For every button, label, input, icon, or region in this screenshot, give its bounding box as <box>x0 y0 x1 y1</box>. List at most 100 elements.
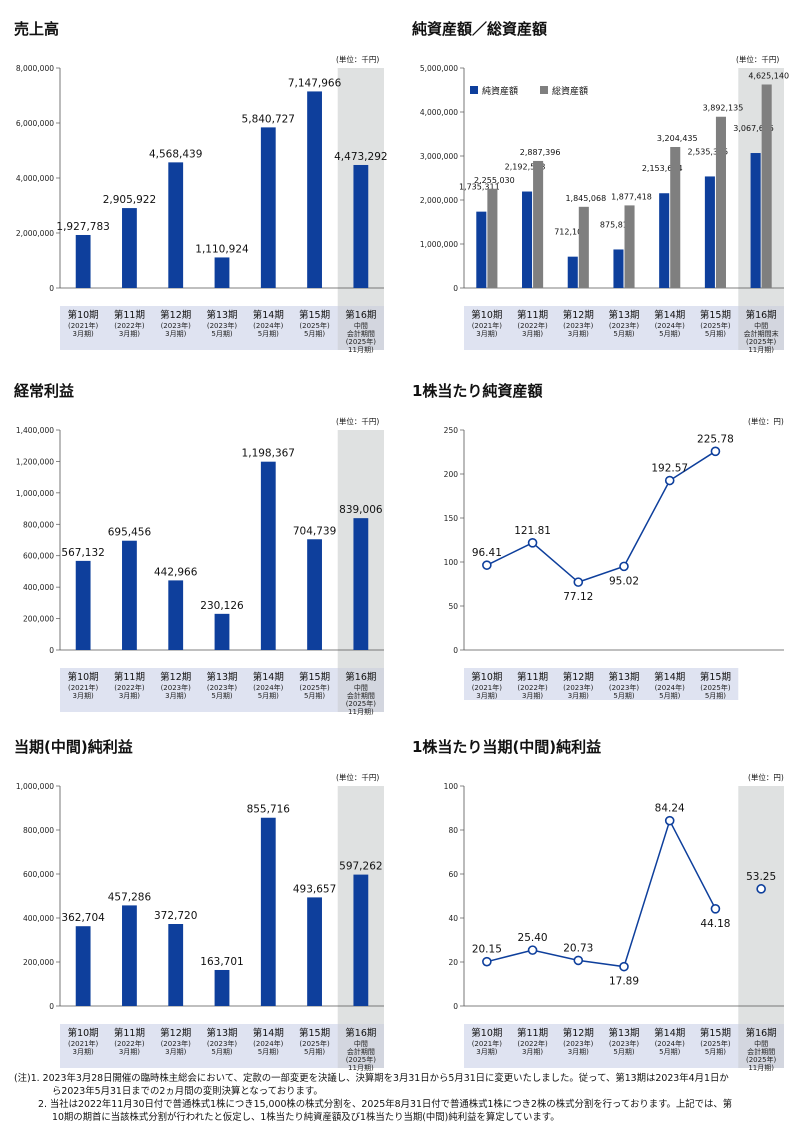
category-sublabel: (2025年) <box>299 683 330 692</box>
series-line <box>486 450 716 583</box>
category-band <box>60 1024 384 1068</box>
data-label: 567,132 <box>61 547 104 559</box>
category-label: 第16期 <box>746 309 777 321</box>
highlight-band <box>738 306 784 350</box>
data-point <box>482 956 492 967</box>
category-sublabel: (2023年) <box>161 683 192 692</box>
category-sublabel: 5月期) <box>258 692 279 700</box>
data-label: 1,877,418 <box>611 192 652 201</box>
category-label: 第15期 <box>700 671 731 683</box>
unit-label: (単位：千円) <box>736 55 780 64</box>
data-label: 4,625,140 <box>748 71 789 80</box>
category-sublabel: 11月期) <box>748 1064 774 1072</box>
chart-title: 売上高 <box>14 20 60 38</box>
y-tick-label: 50 <box>448 602 458 611</box>
category-sublabel: (2024年) <box>253 1039 284 1048</box>
series-line <box>486 818 717 968</box>
category-sublabel: 会計期間 <box>347 329 375 338</box>
bar-net-assets <box>613 249 624 288</box>
unit-label: (単位：千円) <box>336 55 380 64</box>
data-label: 695,456 <box>108 527 152 539</box>
category-label: 第14期 <box>654 671 685 683</box>
bar <box>214 257 230 288</box>
data-label: 77.12 <box>563 591 593 603</box>
data-point <box>482 560 492 570</box>
bar-net-assets <box>522 191 533 288</box>
category-sublabel: 3月期) <box>568 330 589 338</box>
y-tick-label: 0 <box>49 284 54 293</box>
bar <box>75 926 91 1006</box>
bar-net-assets <box>659 193 670 288</box>
category-sublabel: (2024年) <box>655 683 686 692</box>
category-sublabel: 11月期) <box>748 346 774 354</box>
y-tick-label: 80 <box>448 826 458 835</box>
unit-label: (単位：千円) <box>336 417 380 426</box>
category-sublabel: (2024年) <box>253 321 284 330</box>
bar-total-assets <box>715 116 726 288</box>
footnote-line: 10期の期首に当該株式分割が行われたと仮定し、1株当たり純資産額及び1株当たり当… <box>52 1112 560 1123</box>
category-sublabel: (2021年) <box>472 683 503 692</box>
data-label: 704,739 <box>293 525 336 537</box>
data-label: 163,701 <box>200 956 243 968</box>
category-band <box>60 668 384 712</box>
data-label: 95.02 <box>609 575 639 587</box>
category-sublabel: (2022年) <box>114 321 145 330</box>
data-point <box>664 815 675 826</box>
unit-label: (単位：円) <box>748 773 784 782</box>
category-sublabel: (2025年) <box>346 1055 377 1064</box>
highlight-band <box>337 306 384 350</box>
data-label: 4,568,439 <box>149 148 202 160</box>
chart-canvas: 050100150200250第10期(2021年)3月期)第11期(2022年… <box>444 426 784 700</box>
bar-total-assets <box>578 206 589 288</box>
data-label: 1,845,068 <box>565 194 606 203</box>
data-point <box>710 904 721 914</box>
category-sublabel: (2023年) <box>207 321 238 330</box>
data-point <box>710 446 721 457</box>
category-sublabel: 5月期) <box>705 692 726 700</box>
data-label: 875,810 <box>600 220 633 229</box>
data-label: 7,147,966 <box>288 77 342 89</box>
category-sublabel: (2022年) <box>517 683 548 692</box>
data-label: 2,887,396 <box>520 148 561 157</box>
category-sublabel: 3月期) <box>568 692 589 700</box>
data-label: 5,840,727 <box>242 113 295 125</box>
category-label: 第14期 <box>253 1027 284 1039</box>
category-sublabel: 5月期) <box>304 330 325 338</box>
category-sublabel: (2025年) <box>700 683 731 692</box>
category-sublabel: 5月期) <box>258 1048 279 1056</box>
category-sublabel: 会計期間末 <box>744 329 779 338</box>
category-label: 第10期 <box>471 1027 502 1039</box>
bar <box>122 540 137 650</box>
category-sublabel: (2025年) <box>746 337 777 346</box>
y-tick-label: 400,000 <box>23 914 54 923</box>
data-label: 1,110,924 <box>195 243 249 255</box>
bar-net-assets <box>704 176 715 288</box>
sales-chart: 売上高 (単位：千円) 0 2,000,000 4,000,000 6,000,000… <box>14 18 388 356</box>
data-point <box>573 577 584 587</box>
y-tick-label: 100 <box>444 558 459 567</box>
category-sublabel: 3月期) <box>73 330 94 338</box>
data-label: 25.40 <box>518 932 548 944</box>
chart-title: 当期(中間)純利益 <box>14 738 133 756</box>
category-label: 第11期 <box>114 671 145 683</box>
category-sublabel: 3月期) <box>522 692 543 700</box>
bar <box>307 539 322 650</box>
category-label: 第15期 <box>299 671 330 683</box>
y-tick-label: 100 <box>444 782 459 791</box>
y-tick-label: 0 <box>49 1002 54 1011</box>
category-sublabel: (2023年) <box>207 1039 238 1048</box>
category-sublabel: 3月期) <box>119 330 140 338</box>
highlight-column <box>738 786 784 1068</box>
y-tick-label: 8,000,000 <box>16 64 54 73</box>
bar <box>307 897 322 1006</box>
category-label: 第15期 <box>700 309 731 321</box>
category-sublabel: 5月期) <box>258 330 279 338</box>
category-label: 第14期 <box>253 671 284 683</box>
category-label: 第16期 <box>746 1027 777 1039</box>
data-label: 1,735,311 <box>459 183 500 192</box>
y-tick-label: 600,000 <box>23 552 54 561</box>
bar <box>260 461 276 650</box>
y-tick-label: 5,000,000 <box>420 64 458 73</box>
data-label: 84.24 <box>655 803 685 815</box>
y-tick-label: 800,000 <box>23 826 54 835</box>
